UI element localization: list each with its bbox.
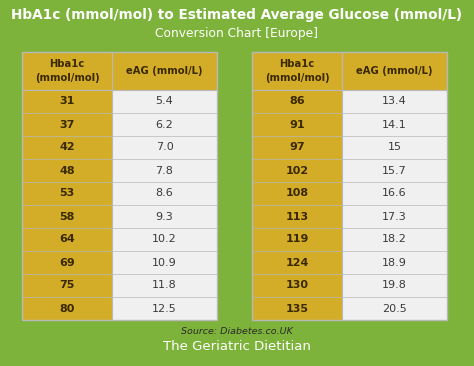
Text: 42: 42: [59, 142, 75, 153]
Text: 37: 37: [59, 120, 75, 130]
Text: 15.7: 15.7: [382, 165, 407, 176]
Bar: [22, 205, 112, 228]
Text: 9.3: 9.3: [155, 212, 173, 221]
Text: 91: 91: [289, 120, 305, 130]
Text: 19.8: 19.8: [382, 280, 407, 291]
Text: 102: 102: [285, 165, 309, 176]
Text: 11.8: 11.8: [152, 280, 177, 291]
Text: 20.5: 20.5: [382, 303, 407, 314]
Bar: [252, 228, 342, 251]
Bar: [22, 52, 217, 320]
Text: 17.3: 17.3: [382, 212, 407, 221]
Text: 8.6: 8.6: [155, 188, 173, 198]
Text: 18.9: 18.9: [382, 258, 407, 268]
Bar: [252, 274, 342, 297]
Text: 15: 15: [388, 142, 401, 153]
Text: The Geriatric Dietitian: The Geriatric Dietitian: [163, 340, 311, 352]
Bar: [22, 52, 217, 90]
Text: 108: 108: [285, 188, 309, 198]
Text: 58: 58: [59, 212, 75, 221]
Text: 135: 135: [285, 303, 309, 314]
Bar: [22, 182, 112, 205]
Text: 119: 119: [285, 235, 309, 244]
Text: 16.6: 16.6: [382, 188, 407, 198]
Text: Source: Diabetes.co.UK: Source: Diabetes.co.UK: [181, 326, 293, 336]
Bar: [22, 90, 112, 113]
Bar: [22, 52, 217, 320]
Bar: [22, 159, 112, 182]
Text: Conversion Chart [Europe]: Conversion Chart [Europe]: [155, 26, 319, 40]
Text: 113: 113: [285, 212, 309, 221]
Text: 6.2: 6.2: [155, 120, 173, 130]
Bar: [252, 205, 342, 228]
Bar: [252, 136, 342, 159]
Bar: [252, 52, 447, 320]
Text: 13.4: 13.4: [382, 97, 407, 107]
Text: 14.1: 14.1: [382, 120, 407, 130]
Text: 124: 124: [285, 258, 309, 268]
Text: 97: 97: [289, 142, 305, 153]
Bar: [22, 274, 112, 297]
Text: 69: 69: [59, 258, 75, 268]
Text: eAG (mmol/L): eAG (mmol/L): [126, 66, 203, 76]
Text: 80: 80: [59, 303, 75, 314]
Text: 18.2: 18.2: [382, 235, 407, 244]
Text: 10.2: 10.2: [152, 235, 177, 244]
Bar: [22, 113, 112, 136]
Bar: [252, 159, 342, 182]
Text: 75: 75: [59, 280, 75, 291]
Bar: [252, 297, 342, 320]
Text: 10.9: 10.9: [152, 258, 177, 268]
Bar: [22, 297, 112, 320]
Bar: [252, 52, 447, 90]
Text: HbA1c (mmol/mol) to Estimated Average Glucose (mmol/L): HbA1c (mmol/mol) to Estimated Average Gl…: [11, 8, 463, 22]
Text: 7.8: 7.8: [155, 165, 173, 176]
Bar: [22, 251, 112, 274]
Text: 86: 86: [289, 97, 305, 107]
Bar: [252, 90, 342, 113]
Bar: [252, 251, 342, 274]
Text: 48: 48: [59, 165, 75, 176]
Text: Hba1c
(mmol/mol): Hba1c (mmol/mol): [264, 59, 329, 83]
Bar: [22, 228, 112, 251]
Text: 53: 53: [59, 188, 74, 198]
Text: 31: 31: [59, 97, 75, 107]
Text: 5.4: 5.4: [155, 97, 173, 107]
Text: Hba1c
(mmol/mol): Hba1c (mmol/mol): [35, 59, 100, 83]
Text: eAG (mmol/L): eAG (mmol/L): [356, 66, 433, 76]
Text: 130: 130: [285, 280, 309, 291]
Text: 64: 64: [59, 235, 75, 244]
Bar: [252, 113, 342, 136]
Bar: [252, 52, 447, 320]
Text: 7.0: 7.0: [155, 142, 173, 153]
Text: 12.5: 12.5: [152, 303, 177, 314]
Bar: [22, 136, 112, 159]
Bar: [252, 182, 342, 205]
